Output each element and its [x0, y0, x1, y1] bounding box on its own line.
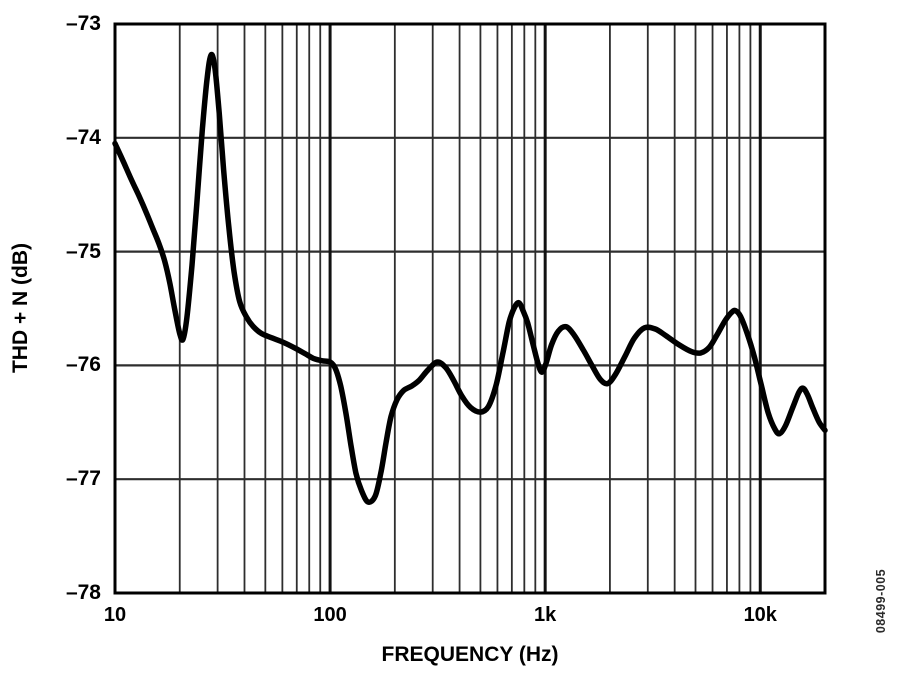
y-tick-label: –77: [65, 467, 101, 491]
plot-border: [113, 22, 827, 595]
y-axis-title: THD + N (dB): [9, 242, 32, 374]
grid-major-lines: [328, 24, 762, 593]
y-tick-label: –75: [65, 239, 101, 263]
x-tick-label: 10: [103, 604, 127, 626]
x-axis-title: FREQUENCY (Hz): [381, 643, 559, 666]
y-tick-label: –74: [65, 125, 101, 149]
y-tick-label: –78: [65, 581, 101, 604]
thd-curve: [112, 51, 828, 505]
y-tick-label: –73: [65, 12, 101, 35]
x-tick-label: 10k: [743, 604, 777, 626]
y-tick-label: –76: [65, 353, 101, 377]
x-tick-label: 1k: [534, 604, 557, 626]
figure-number: 08499-005: [874, 568, 888, 634]
x-tick-label: 100: [313, 604, 347, 626]
